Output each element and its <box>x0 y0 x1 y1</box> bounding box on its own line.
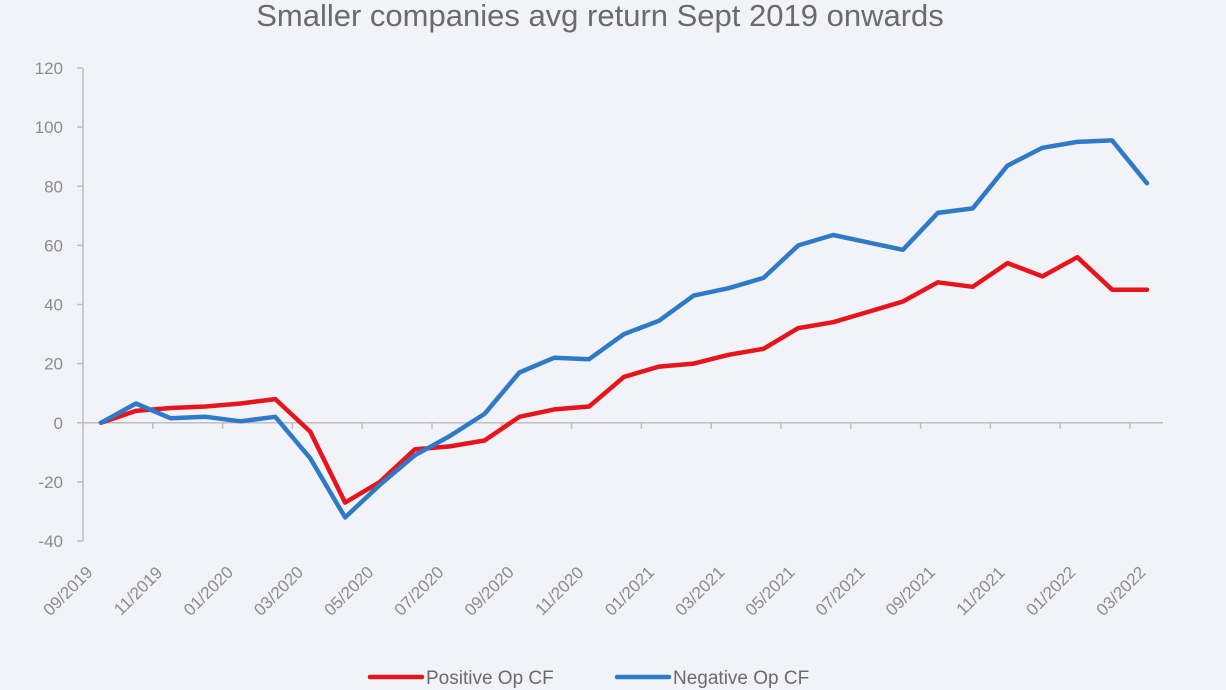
x-tick-label: 07/2021 <box>812 563 869 620</box>
legend-label: Negative Op CF <box>673 668 809 689</box>
legend-label: Positive Op CF <box>426 668 554 689</box>
y-tick-label: -20 <box>38 473 63 492</box>
x-tick-label: 09/2020 <box>461 563 518 620</box>
y-axis: 120 100 80 60 40 20 0 -20 -40 <box>35 59 84 551</box>
x-tick-label: 11/2021 <box>953 563 1009 619</box>
series-line-negative-op-cf <box>98 138 1150 520</box>
x-tick-label: 05/2021 <box>742 563 799 620</box>
legend-item: Negative Op CF <box>614 668 809 689</box>
chart-title: Smaller companies avg return Sept 2019 o… <box>256 0 944 33</box>
legend: Positive Op CF Negative Op CF <box>367 668 809 689</box>
x-tick-label: 03/2020 <box>250 563 307 620</box>
x-tick-label: 11/2020 <box>532 563 588 619</box>
x-tick-label: 01/2020 <box>180 563 237 620</box>
x-tick-label: 01/2021 <box>601 563 658 620</box>
y-tick-label: -40 <box>38 532 63 551</box>
x-tick-label: 03/2021 <box>671 563 728 620</box>
y-tick-label: 100 <box>35 118 63 137</box>
x-tick-label: 05/2020 <box>320 563 377 620</box>
y-tick-label: 80 <box>44 177 63 196</box>
x-tick-label: 09/2021 <box>882 563 939 620</box>
series-line-positive-op-cf <box>98 254 1150 505</box>
series-layer <box>98 138 1150 520</box>
y-tick-label: 120 <box>35 59 63 78</box>
x-tick-label: 01/2022 <box>1022 563 1079 620</box>
x-tick-label: 07/2020 <box>391 563 448 620</box>
y-tick-label: 20 <box>44 355 63 374</box>
x-axis: 09/2019 11/2019 01/2020 03/2020 05/2020 07/20… <box>40 422 1163 620</box>
legend-item: Positive Op CF <box>367 668 554 689</box>
y-tick-label: 40 <box>44 296 63 315</box>
y-tick-label: 0 <box>54 414 63 433</box>
x-tick-label: 09/2019 <box>40 563 97 620</box>
x-tick-label: 11/2019 <box>110 563 166 619</box>
x-tick-label: 03/2022 <box>1093 563 1150 620</box>
y-tick-label: 60 <box>44 236 63 255</box>
